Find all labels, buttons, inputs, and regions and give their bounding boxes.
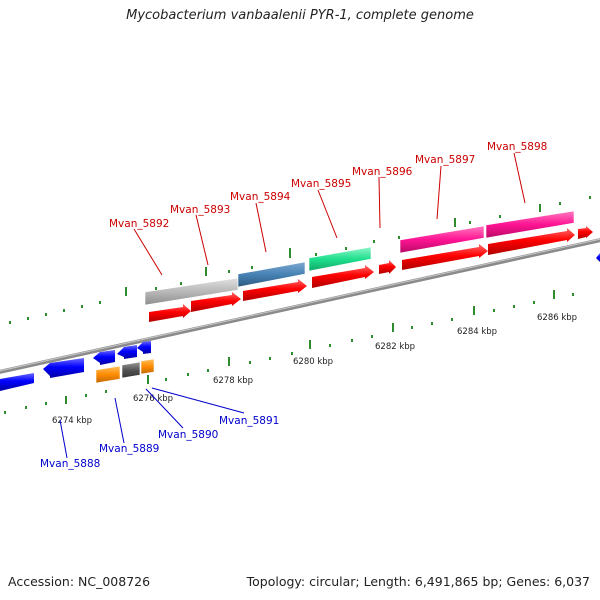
scale-label: 6284 kbp xyxy=(457,327,497,337)
cds-arrow[interactable] xyxy=(0,373,34,391)
scale-label: 6280 kbp xyxy=(293,357,333,367)
upper-label-leaders xyxy=(133,152,526,276)
cds-arrow[interactable] xyxy=(488,228,575,255)
upper-cds-track xyxy=(149,226,593,322)
scale-label: 6276 kbp xyxy=(133,394,173,404)
gene-label[interactable]: Mvan_5889 xyxy=(99,443,159,455)
feature-block[interactable] xyxy=(144,277,239,306)
gene-label[interactable]: Mvan_5896 xyxy=(352,166,413,178)
upper-gene-labels: Mvan_5892 Mvan_5893 Mvan_5894 Mvan_5895 … xyxy=(109,141,547,230)
cds-arrow[interactable] xyxy=(93,350,115,365)
cds-arrow[interactable] xyxy=(191,292,241,312)
gene-label[interactable]: Mvan_5895 xyxy=(291,178,351,190)
upper-scale-ticks xyxy=(9,196,591,324)
gene-label[interactable]: Mvan_5892 xyxy=(109,218,169,230)
gene-label[interactable]: Mvan_5893 xyxy=(170,204,230,216)
lower-feature-track xyxy=(95,358,155,384)
scale-label: 6278 kbp xyxy=(213,376,253,386)
cds-arrow[interactable] xyxy=(402,244,488,270)
genome-backbone xyxy=(0,238,600,374)
lower-scale-ticks xyxy=(4,290,574,414)
gene-label[interactable]: Mvan_5894 xyxy=(230,191,291,203)
gene-label[interactable]: Mvan_5888 xyxy=(40,458,100,470)
lower-cds-track xyxy=(0,253,600,391)
gene-label[interactable]: Mvan_5891 xyxy=(219,415,279,427)
gene-label[interactable]: Mvan_5897 xyxy=(415,154,475,166)
cds-arrow[interactable] xyxy=(596,253,600,262)
gene-label[interactable]: Mvan_5890 xyxy=(158,429,218,441)
genome-summary-label: Topology: circular; Length: 6,491,865 bp… xyxy=(246,574,590,589)
cds-arrow[interactable] xyxy=(137,341,151,354)
feature-block[interactable] xyxy=(308,246,372,272)
map-title: Mycobacterium vanbaalenii PYR-1, complet… xyxy=(126,8,474,23)
upper-feature-track xyxy=(144,210,575,306)
feature-block[interactable] xyxy=(399,225,485,254)
cds-arrow[interactable] xyxy=(312,265,374,288)
cds-arrow[interactable] xyxy=(578,226,593,239)
genome-backbone-highlight xyxy=(0,238,600,372)
scale-label: 6282 kbp xyxy=(375,342,415,352)
feature-block[interactable] xyxy=(121,361,141,379)
lower-label-leaders xyxy=(59,387,245,459)
accession-label: Accession: NC_008726 xyxy=(8,574,151,589)
feature-block[interactable] xyxy=(140,358,155,375)
cds-arrow[interactable] xyxy=(117,345,137,359)
cds-arrow[interactable] xyxy=(43,358,84,378)
scale-labels: 6274 kbp 6276 kbp 6278 kbp 6280 kbp 6282… xyxy=(52,313,577,426)
feature-block[interactable] xyxy=(237,261,306,288)
scale-label: 6286 kbp xyxy=(537,313,577,323)
scale-label: 6274 kbp xyxy=(52,416,92,426)
gene-label[interactable]: Mvan_5898 xyxy=(487,141,547,153)
feature-block[interactable] xyxy=(95,365,121,384)
cds-arrow[interactable] xyxy=(149,304,191,322)
lower-gene-labels: Mvan_5888 Mvan_5889 Mvan_5890 Mvan_5891 xyxy=(40,415,279,470)
feature-block[interactable] xyxy=(485,210,575,239)
cds-arrow[interactable] xyxy=(243,279,307,301)
cds-arrow[interactable] xyxy=(379,260,396,274)
